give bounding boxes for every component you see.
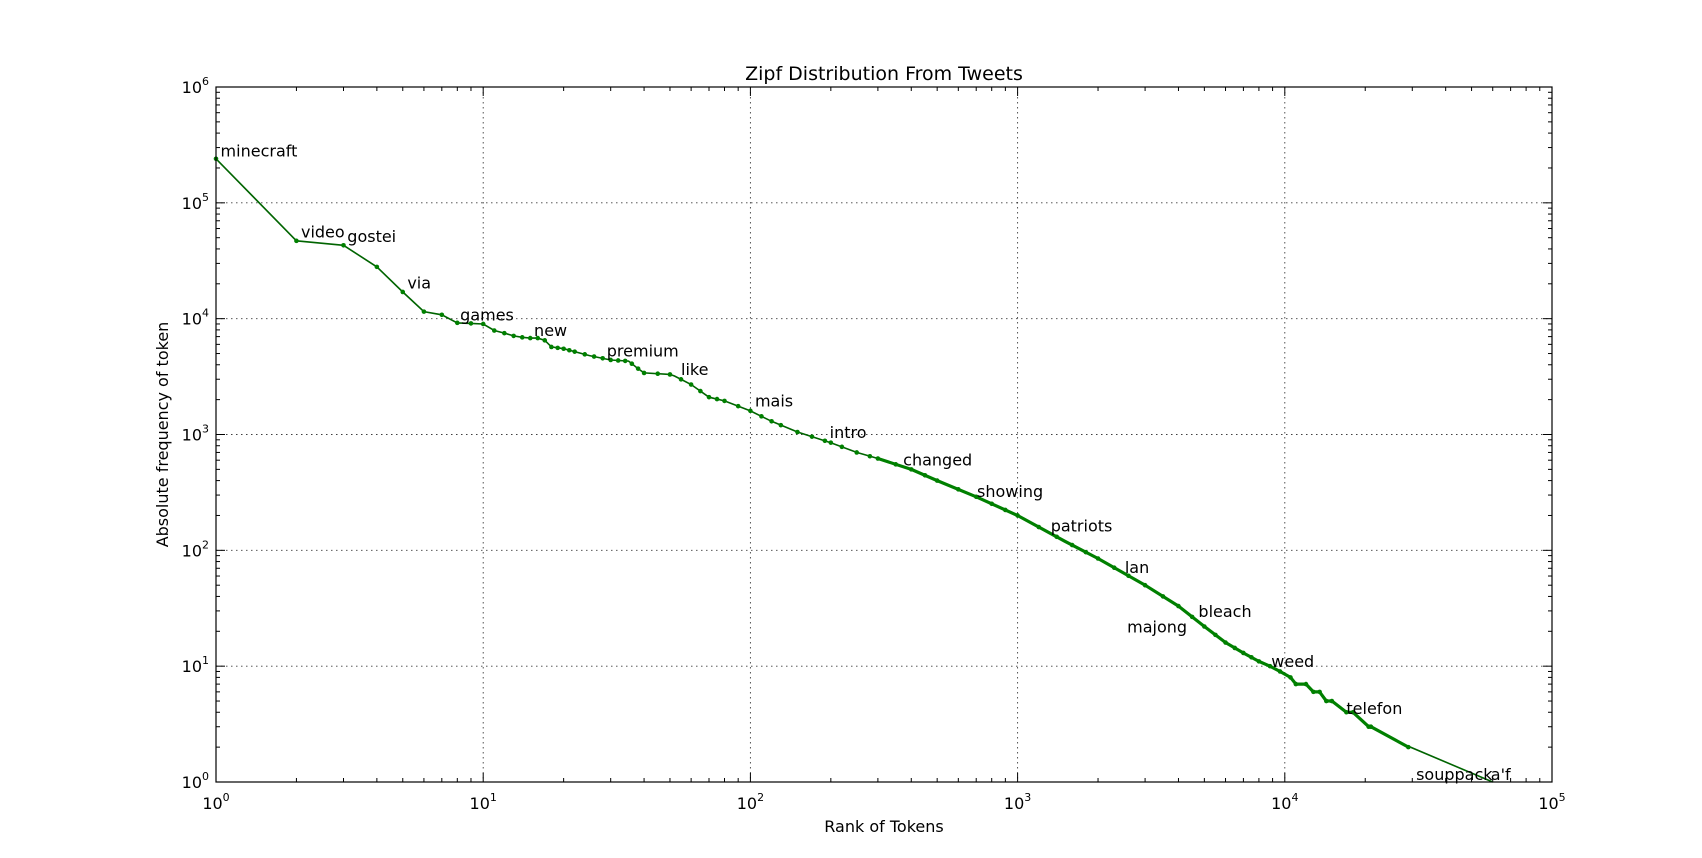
plot-frame (215, 86, 1553, 783)
x-axis-label: Rank of Tokens (824, 817, 943, 836)
y-tick-label: 102 (182, 538, 209, 560)
data-point (572, 349, 577, 354)
data-point (400, 289, 406, 295)
data-point (867, 453, 873, 459)
data-point (561, 346, 566, 352)
data-point (535, 335, 541, 341)
chart-title: Zipf Distribution From Tweets (745, 63, 1023, 85)
annotation-majong: majong (1127, 618, 1187, 637)
data-point (678, 377, 684, 382)
data-point (809, 434, 815, 439)
y-tick-label: 104 (182, 307, 209, 329)
data-point (555, 345, 560, 351)
data-point (854, 450, 860, 455)
data-point (341, 242, 346, 248)
data-point (542, 338, 548, 343)
annotation-lan: lan (1125, 558, 1149, 577)
x-tick-label: 102 (737, 791, 764, 813)
data-point (468, 321, 474, 326)
data-point (549, 344, 554, 350)
data-point (491, 328, 497, 333)
data-series (213, 156, 1494, 783)
data-point (667, 372, 673, 377)
data-point (582, 352, 588, 357)
annotation-intro: intro (830, 423, 867, 442)
data-point (591, 354, 597, 359)
annotation-a-f: a'f (1491, 765, 1511, 784)
data-point (608, 357, 613, 363)
data-point (455, 320, 460, 326)
annotation-premium: premium (607, 342, 679, 361)
data-point (769, 419, 774, 424)
data-point (822, 438, 828, 444)
annotation-games: games (460, 306, 514, 325)
x-tick-label: 103 (1004, 791, 1031, 813)
data-point (688, 382, 694, 387)
y-tick-label: 105 (182, 191, 209, 213)
data-point (748, 408, 753, 414)
data-point (439, 312, 445, 318)
axis-ticks: 100 101 102 103 104 105 100 101 102 103 104 105 106 (182, 75, 1566, 813)
data-point (374, 264, 380, 270)
data-point (839, 444, 845, 450)
y-tick-label: 103 (182, 423, 209, 445)
x-tick-label: 101 (470, 791, 497, 813)
data-point (519, 335, 525, 340)
annotation-minecraft: minecraft (221, 142, 298, 161)
data-point (502, 330, 507, 336)
y-axis-label: Absolute frequency of token (153, 322, 172, 548)
annotation-weed: weed (1271, 652, 1314, 671)
y-tick-label: 100 (182, 770, 209, 792)
data-point (480, 321, 486, 327)
annotation-via: via (407, 274, 431, 293)
x-tick-label: 104 (1271, 791, 1298, 813)
data-point (722, 398, 727, 404)
data-point (629, 361, 635, 367)
data-point (600, 356, 605, 361)
data-point (527, 335, 533, 341)
data-point (622, 358, 628, 364)
annotation-bleach: bleach (1198, 602, 1251, 621)
data-point (421, 309, 427, 314)
data-point (795, 429, 800, 435)
data-point (735, 403, 741, 409)
annotation-like: like (681, 360, 708, 379)
y-tick-label: 106 (182, 75, 209, 97)
data-point (511, 333, 516, 339)
data-point (828, 440, 834, 445)
grid (216, 87, 1552, 782)
annotation-changed: changed (903, 450, 972, 469)
series-marker-band (877, 456, 1410, 749)
annotation-gostei: gostei (347, 227, 396, 246)
annotation-video: video (301, 223, 345, 242)
data-point (294, 238, 299, 244)
data-point (698, 388, 703, 394)
annotation-showing: showing (977, 482, 1043, 501)
annotation-new: new (534, 321, 567, 340)
data-point (714, 396, 720, 402)
token-annotations: minecraft video gostei via games new premiumli… (221, 142, 1511, 784)
annotation-patriots: patriots (1051, 517, 1113, 536)
data-point (635, 366, 641, 371)
series-line (215, 158, 1494, 783)
x-tick-label: 100 (202, 791, 229, 813)
data-point (778, 422, 784, 428)
data-point (566, 347, 572, 353)
data-point (641, 370, 647, 376)
data-point (759, 414, 764, 419)
annotation-souppack: souppack (1416, 765, 1493, 784)
x-tick-label: 105 (1538, 791, 1565, 813)
data-point (655, 371, 661, 377)
data-point (615, 358, 621, 363)
y-tick-label: 101 (182, 654, 209, 676)
data-point (706, 394, 712, 400)
annotation-mais: mais (755, 391, 793, 410)
annotation-telefon: telefon (1346, 699, 1402, 718)
